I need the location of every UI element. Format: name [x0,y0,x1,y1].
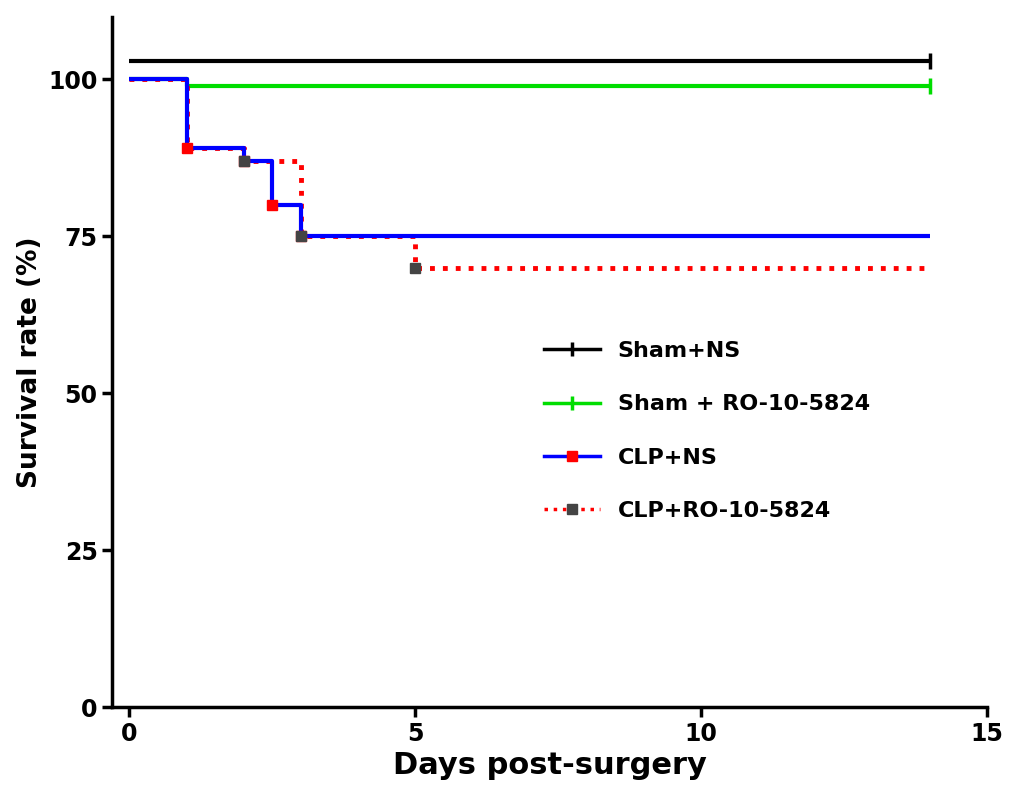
Legend: Sham+NS, Sham + RO-10-5824, CLP+NS, CLP+RO-10-5824: Sham+NS, Sham + RO-10-5824, CLP+NS, CLP+… [535,332,877,530]
Y-axis label: Survival rate (%): Survival rate (%) [16,236,43,488]
X-axis label: Days post-surgery: Days post-surgery [392,752,706,780]
